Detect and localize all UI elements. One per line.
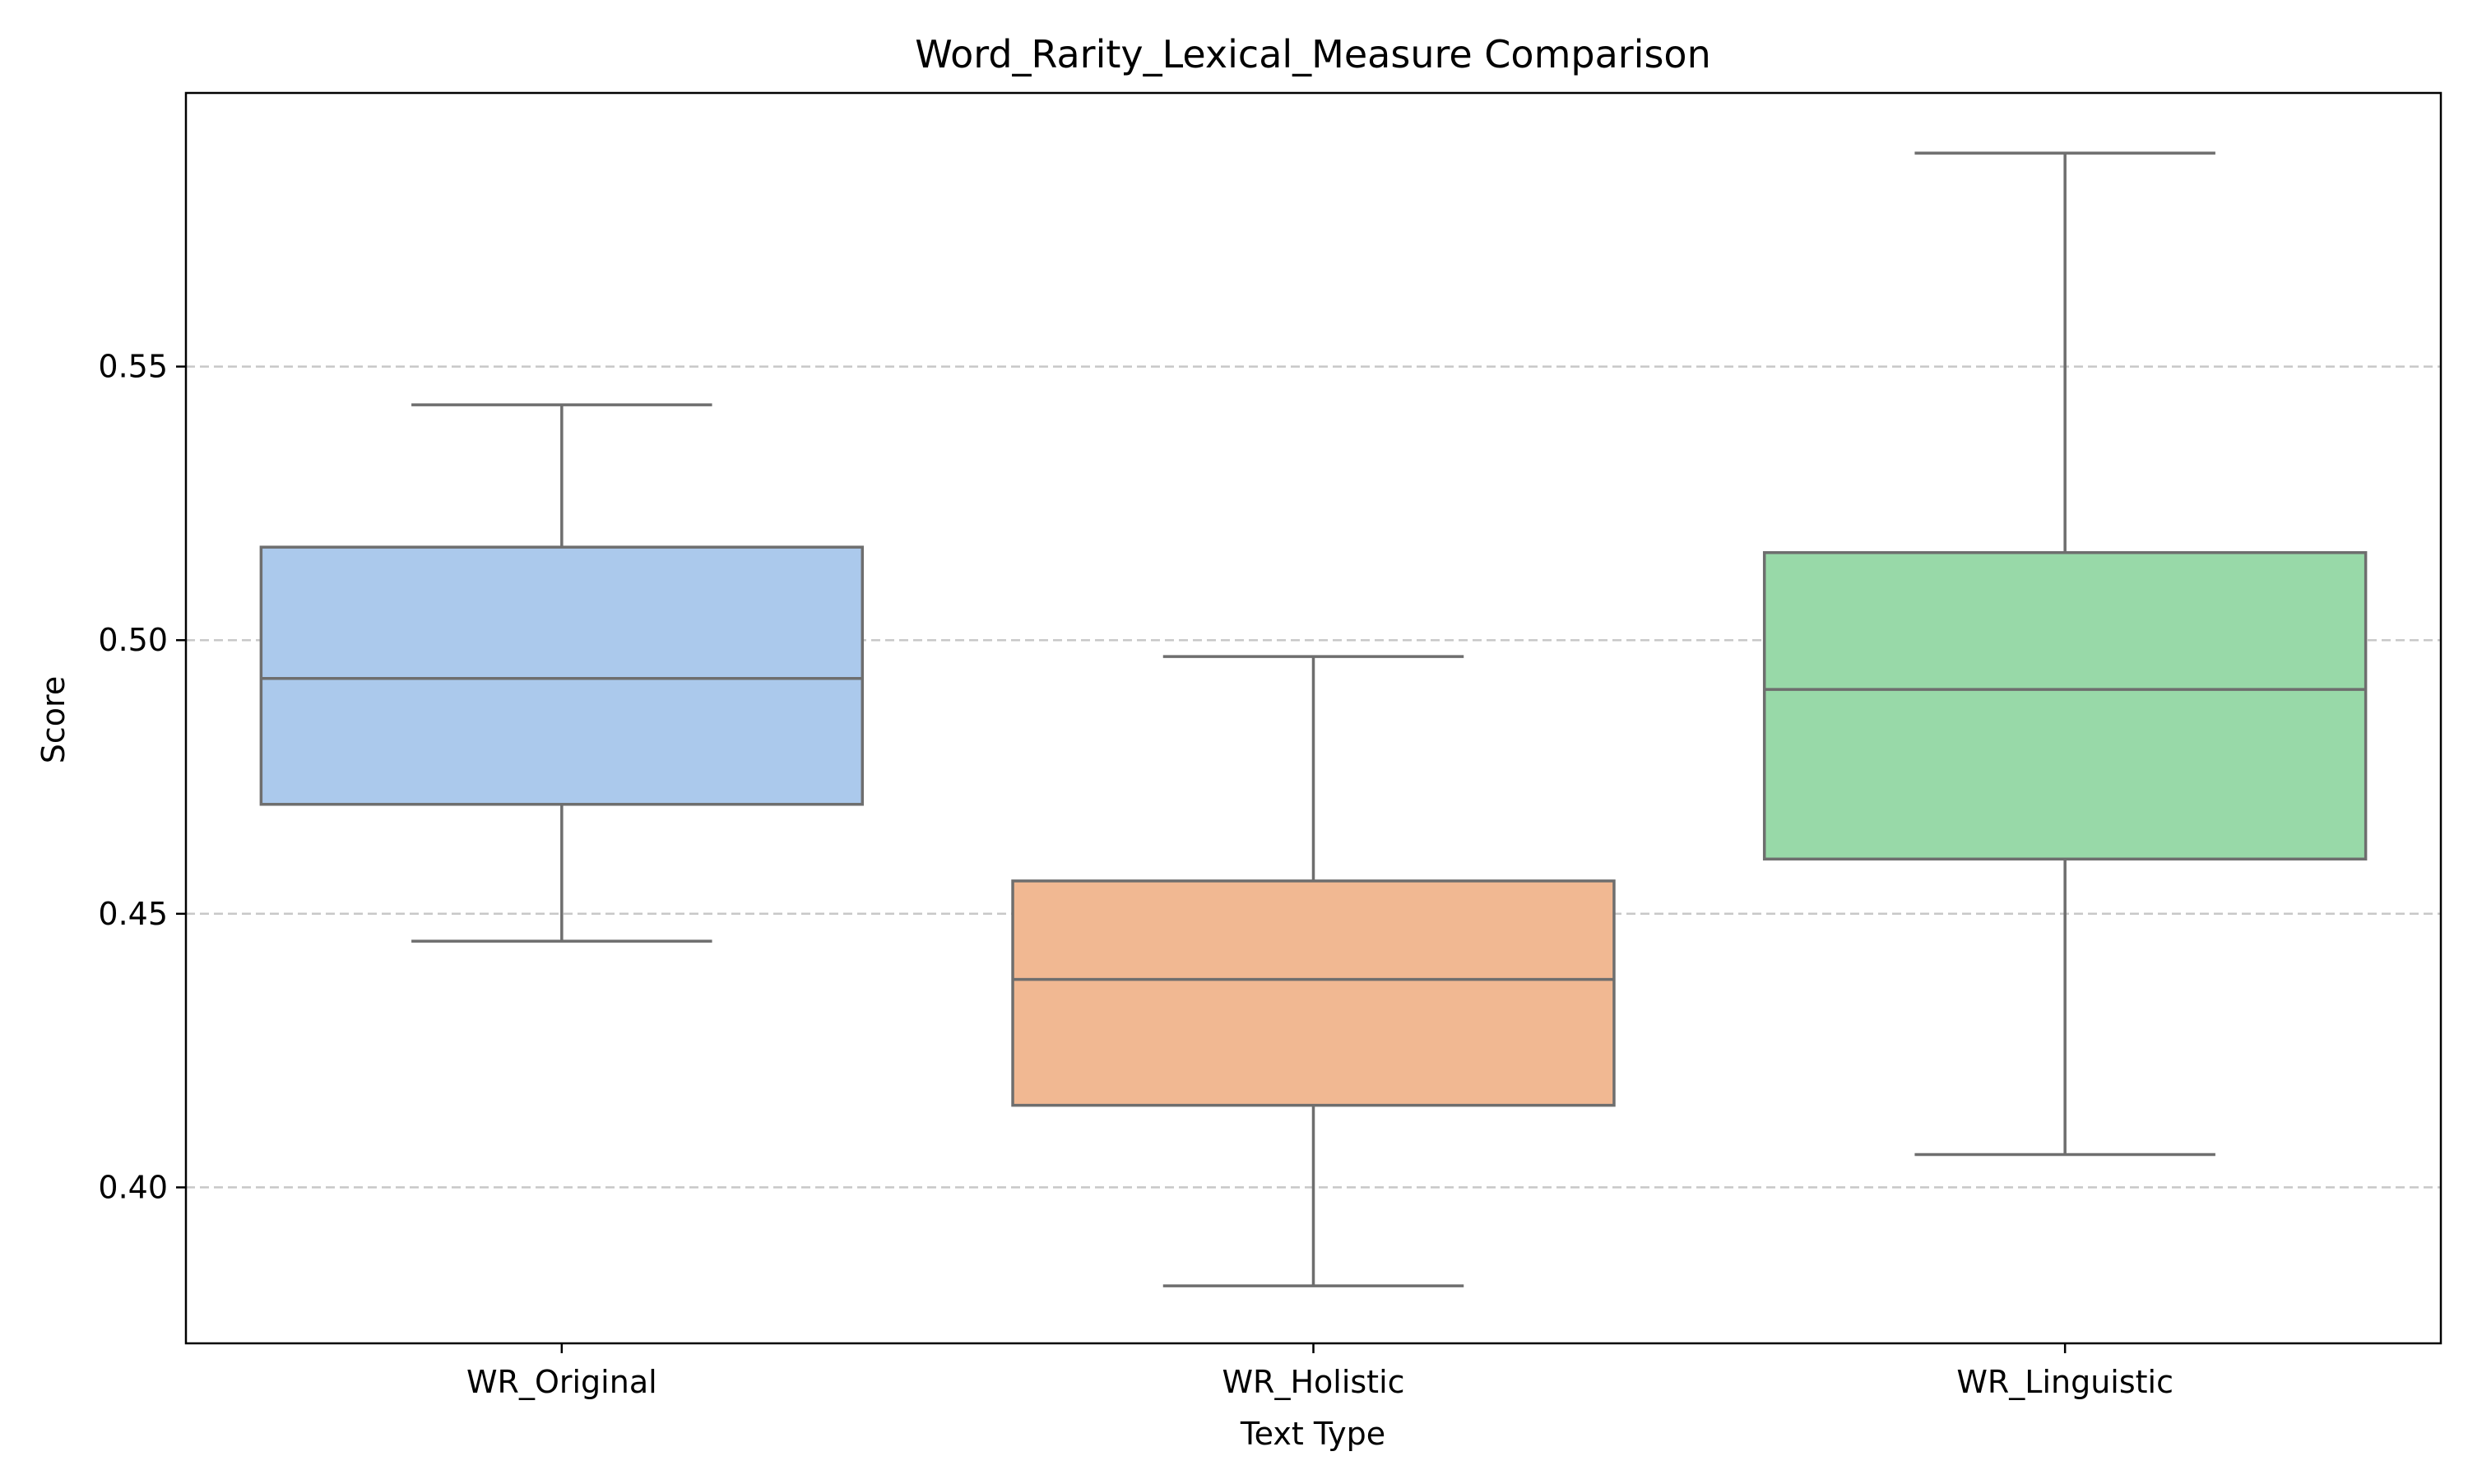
y-tick-label: 0.50: [98, 622, 168, 658]
box-wr-linguistic: [1762, 551, 2368, 861]
x-tick-label: WR_Linguistic: [1956, 1364, 2173, 1400]
x-tick-label: WR_Original: [466, 1364, 657, 1400]
box-wr-original: [259, 545, 865, 806]
plot-area: 0.40 0.45 0.50 0.55 WR_Original WR_Holistic WR…: [98, 91, 2442, 1400]
y-tick-label: 0.55: [98, 349, 168, 385]
chart-title: Word_Rarity_Lexical_Measure Comparison: [915, 32, 1710, 77]
y-tick-label: 0.40: [98, 1169, 168, 1205]
y-tick-label: 0.45: [98, 896, 168, 932]
x-tick-label: WR_Holistic: [1222, 1364, 1404, 1400]
x-axis-label: Text Type: [1240, 1416, 1385, 1452]
box-wr-holistic: [1011, 879, 1616, 1107]
y-axis-label: Score: [35, 676, 72, 763]
